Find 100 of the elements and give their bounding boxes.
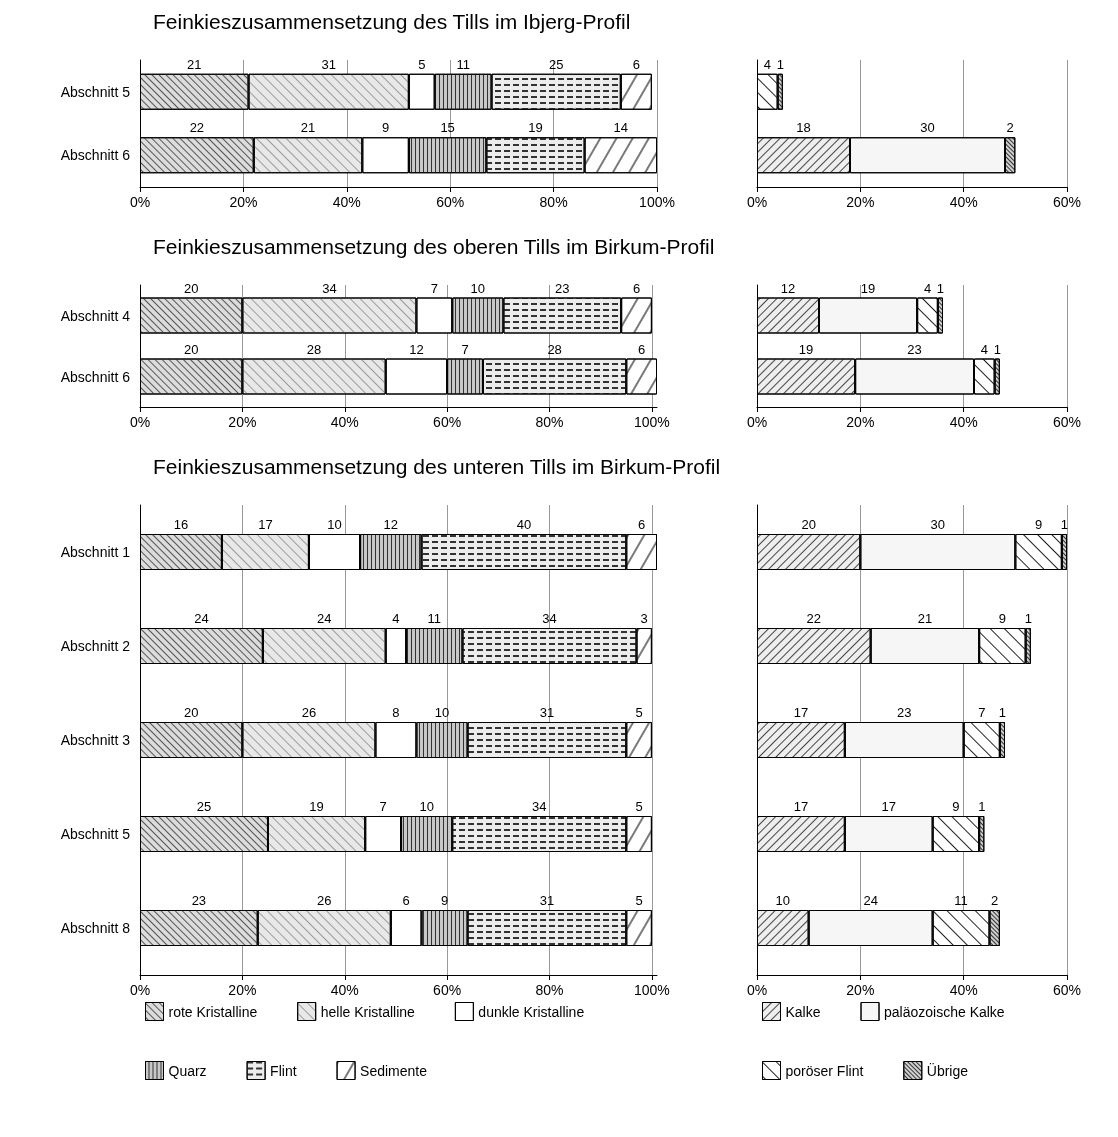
- data-label: 25: [196, 799, 212, 814]
- data-label: 10: [419, 799, 434, 814]
- data-label: 10: [470, 280, 486, 296]
- data-label: 5: [635, 705, 643, 720]
- data-label: 6: [402, 893, 410, 908]
- data-label: 20: [183, 705, 199, 720]
- data-label: 21: [917, 611, 933, 626]
- y-tick-label: Abschnitt 5: [60, 826, 131, 842]
- data-label: 1: [1024, 611, 1032, 626]
- x-tick-label: 80%: [535, 414, 564, 430]
- legend-label: Übrige: [926, 1061, 969, 1079]
- legend-label: Kalke: [785, 1003, 821, 1020]
- data-label: 23: [897, 705, 912, 720]
- chart-title: Feinkieszusammensetzung des unteren Tills im Birkum-Profil: [153, 455, 721, 478]
- data-label: 1: [998, 705, 1007, 720]
- x-tick-label: 40%: [949, 414, 978, 430]
- data-label: 5: [635, 893, 643, 908]
- legend-label: Sedimente: [360, 1062, 428, 1079]
- x-tick-label: 60%: [436, 194, 465, 210]
- data-label: 19: [309, 799, 324, 814]
- legend-label: poröser Flint: [785, 1062, 864, 1079]
- data-label: 31: [539, 893, 555, 908]
- y-tick-label: Abschnitt 1: [60, 544, 131, 560]
- data-label: 10: [775, 893, 791, 908]
- data-label: 16: [173, 517, 189, 532]
- data-label: 12: [383, 517, 399, 532]
- data-label: 22: [189, 120, 205, 136]
- data-label: 6: [632, 280, 641, 296]
- legend-label: Quarz: [168, 1062, 207, 1079]
- legend-label: rote Kristalline: [168, 1003, 258, 1020]
- x-tick-label: 20%: [228, 982, 257, 998]
- x-tick-label: 0%: [129, 982, 151, 998]
- x-tick-label: 40%: [949, 982, 978, 998]
- data-label: 10: [327, 517, 342, 532]
- data-label: 9: [952, 799, 960, 814]
- x-tick-label: 100%: [633, 414, 670, 430]
- x-tick-label: 20%: [846, 194, 875, 210]
- data-label: 1: [936, 280, 945, 296]
- data-label: 26: [317, 893, 332, 908]
- data-label: 6: [638, 517, 646, 532]
- y-tick-label: Abschnitt 6: [60, 368, 131, 385]
- x-tick-label: 0%: [746, 982, 768, 998]
- x-tick-label: 80%: [539, 194, 568, 210]
- y-tick-label: Abschnitt 4: [60, 307, 131, 324]
- data-label: 1: [1060, 517, 1069, 532]
- data-label: 7: [978, 705, 986, 720]
- x-tick-label: 60%: [1052, 194, 1082, 210]
- y-tick-label: Abschnitt 2: [60, 638, 131, 654]
- x-tick-label: 20%: [228, 414, 257, 430]
- data-label: 26: [301, 705, 317, 720]
- y-tick-label: Abschnitt 8: [60, 920, 131, 936]
- x-tick-label: 20%: [846, 982, 875, 998]
- legend-label: helle Kristalline: [320, 1003, 416, 1020]
- data-label: 18: [796, 120, 811, 136]
- data-label: 10: [434, 705, 450, 720]
- x-tick-label: 0%: [129, 414, 151, 430]
- data-label: 30: [920, 120, 935, 136]
- legend-label: paläozoische Kalke: [884, 1003, 1005, 1020]
- x-tick-label: 60%: [433, 414, 462, 430]
- x-tick-label: 100%: [639, 194, 675, 210]
- data-label: 1: [776, 56, 784, 72]
- y-tick-label: Abschnitt 3: [60, 732, 131, 748]
- data-label: 6: [638, 341, 646, 357]
- x-tick-label: 20%: [846, 414, 875, 430]
- data-label: 1: [993, 341, 1001, 357]
- x-tick-label: 80%: [535, 982, 564, 998]
- chart-title: Feinkieszusammensetzung des oberen Tills im Birkum-Profil: [153, 235, 715, 258]
- data-label: 17: [881, 799, 896, 814]
- x-tick-label: 60%: [1052, 414, 1082, 430]
- data-label: 24: [194, 611, 209, 626]
- data-label: 11: [954, 893, 968, 908]
- data-label: 28: [547, 341, 562, 357]
- y-tick-label: Abschnitt 6: [60, 147, 131, 164]
- data-label: 7: [430, 280, 438, 296]
- data-label: 34: [322, 280, 337, 296]
- data-label: 3: [640, 611, 648, 626]
- data-label: 11: [427, 611, 442, 626]
- x-tick-label: 40%: [330, 414, 359, 430]
- data-label: 7: [461, 341, 469, 357]
- data-label: 6: [632, 56, 640, 72]
- data-label: 5: [418, 56, 426, 72]
- data-label: 40: [516, 517, 532, 532]
- data-label: 30: [930, 517, 946, 532]
- chart-title: Feinkieszusammensetzung des Tills im Ibjerg-Profil: [153, 10, 631, 33]
- data-label: 9: [381, 120, 390, 136]
- data-label: 4: [392, 611, 400, 626]
- data-label: 11: [456, 56, 470, 72]
- data-label: 25: [548, 56, 564, 72]
- data-label: 23: [555, 280, 570, 296]
- x-tick-label: 100%: [633, 982, 670, 998]
- data-label: 23: [907, 341, 922, 357]
- data-label: 5: [635, 799, 643, 814]
- data-label: 7: [379, 799, 387, 814]
- data-label: 19: [798, 341, 814, 357]
- data-label: 1: [978, 799, 986, 814]
- data-label: 9: [440, 893, 449, 908]
- data-label: 19: [528, 120, 543, 136]
- data-label: 31: [539, 705, 555, 720]
- x-tick-label: 60%: [1052, 982, 1082, 998]
- x-tick-label: 60%: [433, 982, 462, 998]
